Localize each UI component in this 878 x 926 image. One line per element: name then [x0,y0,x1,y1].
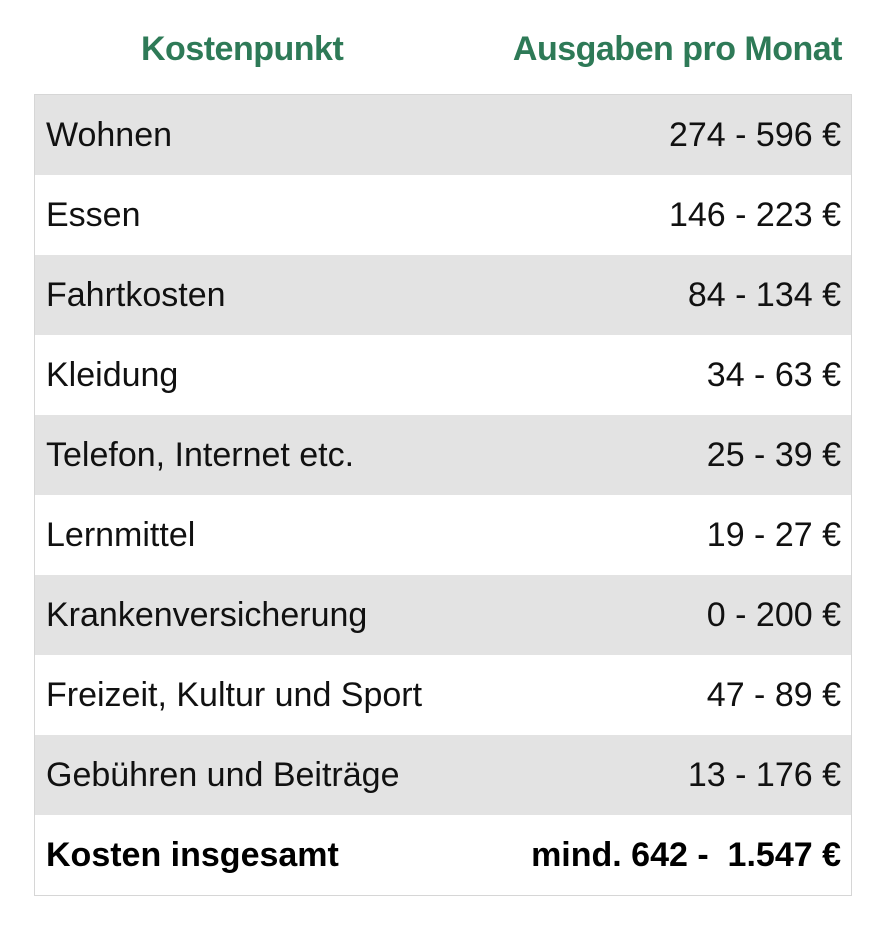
row-amount: 34 - 63 € [706,356,841,394]
row-item: Gebühren und Beiträge [46,756,400,794]
row-amount: 146 - 223 € [668,196,841,234]
row-amount: 25 - 39 € [706,436,841,474]
row-item: Krankenversicherung [46,596,368,634]
table-row: Wohnen 274 - 596 € [35,95,851,175]
column-header-item: Kostenpunkt [141,30,344,68]
table-row: Freizeit, Kultur und Sport 47 - 89 € [35,655,851,735]
row-item: Wohnen [46,116,173,154]
row-item: Kleidung [46,356,179,394]
table-header: Kostenpunkt Ausgaben pro Monat [34,30,852,80]
row-amount: 84 - 134 € [687,276,841,314]
total-label: Kosten insgesamt [46,836,339,874]
row-amount: 19 - 27 € [706,516,841,554]
row-item: Fahrtkosten [46,276,226,314]
row-item: Telefon, Internet etc. [46,436,355,474]
total-row: Kosten insgesamt mind. 642 - 1.547 € [35,815,851,895]
table-row: Lernmittel 19 - 27 € [35,495,851,575]
row-amount: 13 - 176 € [687,756,841,794]
row-item: Lernmittel [46,516,196,554]
table-row: Kleidung 34 - 63 € [35,335,851,415]
row-item: Essen [46,196,141,234]
table-row: Telefon, Internet etc. 25 - 39 € [35,415,851,495]
row-amount: 274 - 596 € [668,116,841,154]
table-row: Essen 146 - 223 € [35,175,851,255]
table-row: Fahrtkosten 84 - 134 € [35,255,851,335]
column-header-amount: Ausgaben pro Monat [512,30,843,68]
cost-table: Wohnen 274 - 596 € Essen 146 - 223 € Fah… [34,94,852,896]
table-row: Gebühren und Beiträge 13 - 176 € [35,735,851,815]
row-amount: 0 - 200 € [706,596,841,634]
table-row: Krankenversicherung 0 - 200 € [35,575,851,655]
total-amount: mind. 642 - 1.547 € [531,836,841,874]
row-amount: 47 - 89 € [706,676,841,714]
row-item: Freizeit, Kultur und Sport [46,676,423,714]
